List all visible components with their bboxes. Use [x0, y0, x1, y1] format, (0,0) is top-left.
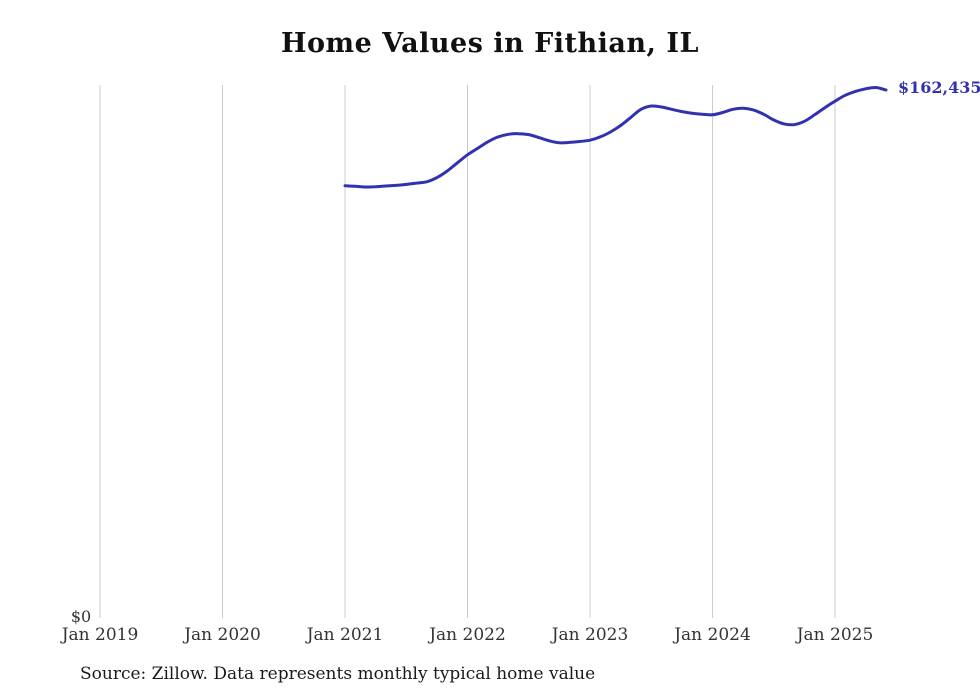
x-tick-label: Jan 2025 — [795, 625, 874, 645]
home-value-line — [343, 85, 888, 189]
x-tick-label: Jan 2022 — [427, 625, 506, 645]
x-tick-label: Jan 2020 — [182, 625, 261, 645]
x-tick-label: Jan 2023 — [550, 625, 629, 645]
x-tick-label: Jan 2024 — [672, 625, 751, 645]
gridlines-group — [99, 85, 836, 618]
source-note: Source: Zillow. Data represents monthly … — [80, 664, 596, 684]
chart-title: Home Values in Fithian, IL — [281, 28, 699, 59]
latest-value-label: $162,435 — [898, 78, 980, 97]
x-tick-label: Jan 2019 — [60, 625, 139, 645]
x-tick-labels-group: Jan 2019 Jan 2020 Jan 2021 Jan 2022 Jan 2023… — [60, 625, 874, 645]
x-tick-label: Jan 2021 — [305, 625, 384, 645]
y-axis-zero-label: $0 — [71, 607, 91, 626]
